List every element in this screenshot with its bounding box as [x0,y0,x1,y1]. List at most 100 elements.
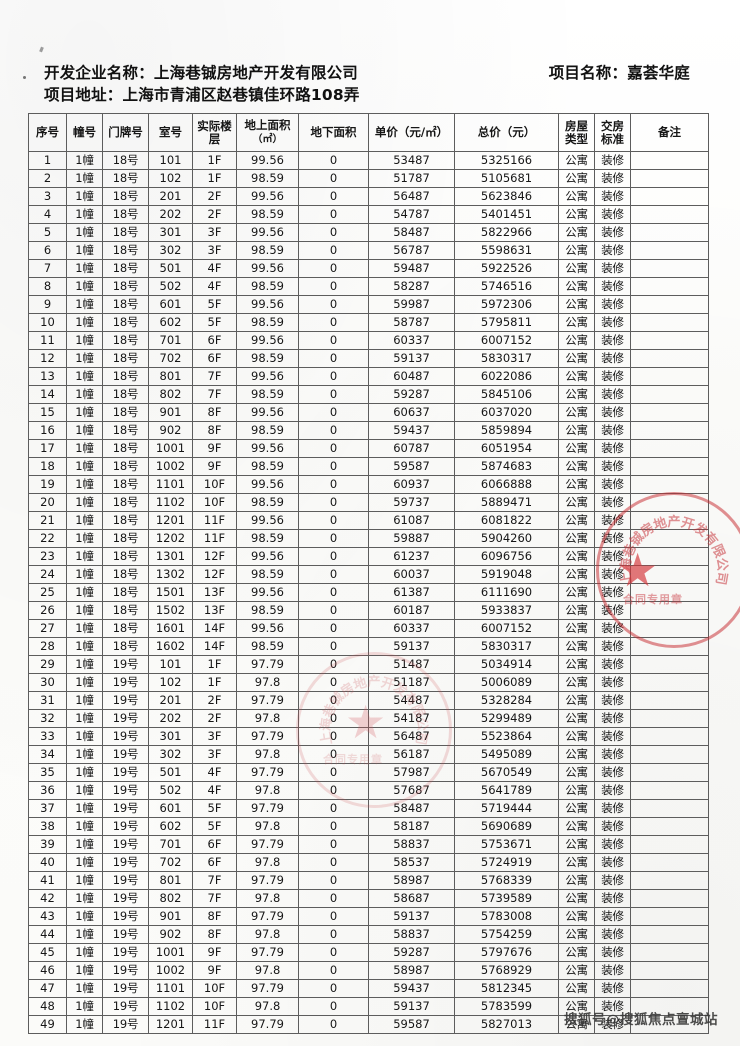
table-cell-floor: 2F [192,691,237,710]
table-cell-above-area: 97.8 [236,997,299,1016]
table-cell-building: 1幢 [66,619,103,638]
table-cell-total-price: 6007152 [454,619,559,638]
project-address-line: 项目地址：上海市青浦区赵巷镇佳环路108弄 [44,86,360,104]
table-cell-seq: 1 [28,151,67,170]
table-cell-above-area: 98.59 [236,601,299,620]
table-cell-delivery: 装修 [594,727,631,746]
table-cell-total-price: 5598631 [454,241,559,260]
table-cell-door-no: 18号 [102,565,149,584]
table-cell-seq: 47 [28,979,67,998]
table-cell-seq: 15 [28,403,67,422]
table-cell-building: 1幢 [66,313,103,332]
table-cell-above-area: 98.59 [236,277,299,296]
table-cell-floor: 12F [192,565,237,584]
table-cell-seq: 4 [28,205,67,224]
table-cell-building: 1幢 [66,601,103,620]
table-cell-underground-area: 0 [298,727,369,746]
table-cell-seq: 37 [28,799,67,818]
table-cell-total-price: 6081822 [454,511,559,530]
table-cell-above-area: 97.8 [236,745,299,764]
price-table-container: 序号 幢号 门牌号 室号 实际楼层 地上面积 （㎡） 地下面积 单价（元/㎡） … [28,113,709,1034]
table-cell-note [630,277,709,296]
table-cell-unit-price: 61237 [368,547,455,566]
table-row: 34 1幢 19号 302 3F 97.8 0 56187 5495089 公寓 装修 [28,745,709,764]
table-row: 4 1幢 18号 202 2F 98.59 0 54787 5401451 公寓 装修 [28,205,709,224]
table-cell-floor: 11F [192,511,237,530]
table-cell-floor: 3F [192,727,237,746]
table-cell-seq: 39 [28,835,67,854]
table-cell-underground-area: 0 [298,187,369,206]
table-cell-total-price: 5719444 [454,799,559,818]
table-cell-house-type: 公寓 [558,565,595,584]
table-cell-note [630,547,709,566]
table-cell-house-type: 公寓 [558,493,595,512]
table-cell-note [630,961,709,980]
table-cell-note [630,565,709,584]
table-cell-building: 1幢 [66,1015,103,1034]
header-total-price: 总价（元） [454,113,559,152]
table-cell-total-price: 6096756 [454,547,559,566]
table-cell-delivery: 装修 [594,961,631,980]
header-above-area: 地上面积 （㎡） [236,113,299,152]
table-cell-note [630,205,709,224]
table-cell-seq: 42 [28,889,67,908]
table-cell-total-price: 5859894 [454,421,559,440]
table-cell-unit-price: 58987 [368,961,455,980]
table-cell-room-no: 901 [148,403,193,422]
table-cell-note [630,799,709,818]
table-row: 33 1幢 19号 301 3F 97.79 0 56487 5523864 公寓 装修 [28,727,709,746]
table-row: 8 1幢 18号 502 4F 98.59 0 58287 5746516 公寓 装修 [28,277,709,296]
table-cell-room-no: 802 [148,889,193,908]
table-cell-floor: 10F [192,997,237,1016]
table-cell-seq: 30 [28,673,67,692]
header-unit-price: 单价（元/㎡） [368,113,455,152]
table-cell-unit-price: 58187 [368,817,455,836]
table-cell-delivery: 装修 [594,889,631,908]
table-cell-door-no: 18号 [102,511,149,530]
table-cell-floor: 8F [192,925,237,944]
table-cell-room-no: 202 [148,205,193,224]
table-cell-note [630,367,709,386]
table-cell-seq: 48 [28,997,67,1016]
table-cell-delivery: 装修 [594,547,631,566]
table-cell-floor: 9F [192,439,237,458]
table-cell-room-no: 1301 [148,547,193,566]
table-cell-door-no: 19号 [102,781,149,800]
project-name-line: 项目名称：嘉荟华庭 [548,64,690,82]
table-cell-door-no: 19号 [102,997,149,1016]
table-cell-floor: 10F [192,493,237,512]
table-cell-house-type: 公寓 [558,241,595,260]
table-cell-room-no: 801 [148,367,193,386]
table-cell-door-no: 18号 [102,547,149,566]
table-cell-unit-price: 58487 [368,223,455,242]
table-cell-seq: 32 [28,709,67,728]
table-cell-underground-area: 0 [298,583,369,602]
header-note: 备注 [630,113,709,152]
table-cell-delivery: 装修 [594,169,631,188]
table-row: 19 1幢 18号 1101 10F 99.56 0 60937 6066888 公寓 装修 [28,475,709,494]
seal-ring-char: 司 [712,570,730,586]
table-cell-room-no: 501 [148,763,193,782]
table-cell-unit-price: 58537 [368,853,455,872]
table-cell-underground-area: 0 [298,637,369,656]
table-cell-house-type: 公寓 [558,763,595,782]
table-cell-floor: 2F [192,709,237,728]
table-cell-room-no: 502 [148,277,193,296]
table-cell-house-type: 公寓 [558,403,595,422]
table-cell-building: 1幢 [66,367,103,386]
header-above-area-label: 地上面积 [244,118,291,132]
table-cell-house-type: 公寓 [558,205,595,224]
table-cell-above-area: 97.79 [236,835,299,854]
table-cell-floor: 9F [192,961,237,980]
table-row: 43 1幢 19号 901 8F 97.79 0 59137 5783008 公寓 装修 [28,907,709,926]
table-cell-total-price: 6051954 [454,439,559,458]
table-cell-door-no: 18号 [102,475,149,494]
document-header: 开发企业名称：上海巷铖房地产开发有限公司 项目名称：嘉荟华庭 项目地址：上海市青… [28,62,712,106]
table-cell-delivery: 装修 [594,187,631,206]
table-cell-room-no: 1302 [148,565,193,584]
table-cell-house-type: 公寓 [558,529,595,548]
table-cell-building: 1幢 [66,403,103,422]
table-cell-seq: 28 [28,637,67,656]
table-cell-total-price: 5827013 [454,1015,559,1034]
table-cell-door-no: 18号 [102,169,149,188]
